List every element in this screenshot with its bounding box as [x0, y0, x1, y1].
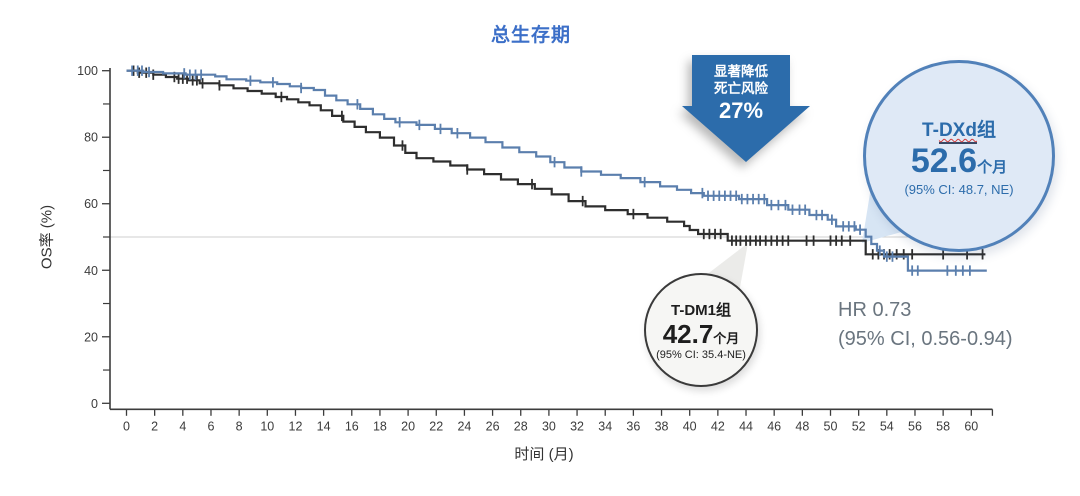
svg-text:8: 8 [236, 419, 243, 433]
y-axis-ticks: 0 20 40 60 80 100 [77, 64, 110, 411]
tdm1-median-number: 42.7 [662, 319, 714, 350]
svg-text:36: 36 [626, 419, 640, 433]
svg-text:0: 0 [123, 419, 130, 433]
svg-text:34: 34 [598, 419, 612, 433]
risk-reduction-percent: 27% [718, 97, 764, 123]
svg-text:54: 54 [880, 419, 894, 433]
x-axis-title: 时间 (月) [514, 446, 574, 463]
svg-text:60: 60 [84, 197, 98, 211]
svg-text:12: 12 [289, 419, 303, 433]
svg-text:4: 4 [179, 419, 186, 433]
tdxd-label-underlined: DXd [938, 119, 977, 144]
tdxd-median-unit: 个月 [977, 158, 1008, 176]
svg-text:40: 40 [84, 264, 98, 278]
svg-text:18: 18 [373, 419, 387, 433]
svg-text:6: 6 [208, 419, 215, 433]
svg-text:26: 26 [486, 419, 500, 433]
svg-text:60: 60 [964, 419, 978, 433]
svg-text:20: 20 [84, 330, 98, 344]
tdm1-curve [126, 69, 986, 256]
x-axis-ticks: 0 2 4 6 8 10 12 14 16 18 20 22 24 26 28 30 32 34 36 38 40 42 4… [123, 409, 994, 433]
axes [109, 68, 993, 411]
tdxd-curve [126, 69, 987, 272]
svg-text:32: 32 [570, 419, 584, 433]
svg-text:22: 22 [429, 419, 443, 433]
tdm1-badge-label: T-DM1组 [670, 302, 731, 320]
svg-text:38: 38 [655, 419, 669, 433]
svg-text:48: 48 [795, 419, 809, 433]
hazard-ratio-note: HR 0.73 (95% CI, 0.56-0.94) [838, 296, 1013, 354]
svg-text:20: 20 [401, 419, 415, 433]
tdxd-label-suffix: 组 [976, 119, 996, 141]
risk-reduction-arrow [682, 55, 810, 162]
svg-text:16: 16 [345, 419, 359, 433]
svg-text:10: 10 [260, 419, 274, 433]
y-axis-title: OS率 (%) [38, 204, 56, 270]
tdxd-censor-marks [131, 65, 971, 276]
tdxd-median-value: 52.6个月 [911, 142, 1007, 181]
risk-reduction-line1: 显著降低 [714, 64, 768, 79]
svg-text:30: 30 [542, 419, 556, 433]
page-title: 总生存期 [490, 25, 571, 46]
svg-text:46: 46 [767, 419, 781, 433]
risk-reduction-line2: 死亡风险 [714, 80, 768, 96]
svg-text:52: 52 [852, 419, 866, 433]
risk-reduction-arrow-text: 显著降低 死亡风险 27% [690, 64, 792, 124]
svg-text:14: 14 [317, 419, 331, 433]
tdm1-median-ci: (95% CI: 35.4-NE) [656, 348, 746, 361]
hazard-ratio-ci: (95% CI, 0.56-0.94) [838, 328, 1013, 350]
svg-text:0: 0 [91, 397, 98, 411]
tdxd-median-ci: (95% CI: 48.7, NE) [904, 182, 1014, 198]
svg-text:28: 28 [514, 419, 528, 433]
svg-text:44: 44 [739, 419, 753, 433]
svg-text:80: 80 [84, 131, 98, 145]
svg-text:50: 50 [824, 419, 838, 433]
svg-text:24: 24 [457, 419, 471, 433]
tdm1-median-value: 42.7个月 [663, 320, 740, 349]
svg-text:100: 100 [77, 64, 98, 78]
tdxd-median-badge: T-DXd组 52.6个月 (95% CI: 48.7, NE) [863, 60, 1055, 252]
tdm1-median-unit: 个月 [713, 331, 740, 347]
tdxd-median-number: 52.6 [910, 141, 978, 180]
tdxd-badge-label: T-DXd组 [922, 115, 996, 144]
svg-text:40: 40 [683, 419, 697, 433]
tdm1-censor-marks [132, 65, 984, 260]
svg-text:58: 58 [936, 419, 950, 433]
svg-text:56: 56 [908, 419, 922, 433]
tdm1-median-badge: T-DM1组 42.7个月 (95% CI: 35.4-NE) [644, 273, 758, 387]
hazard-ratio-value: HR 0.73 [838, 299, 912, 321]
svg-text:2: 2 [151, 419, 158, 433]
tdxd-label-prefix: T- [922, 119, 939, 141]
svg-text:42: 42 [711, 419, 725, 433]
